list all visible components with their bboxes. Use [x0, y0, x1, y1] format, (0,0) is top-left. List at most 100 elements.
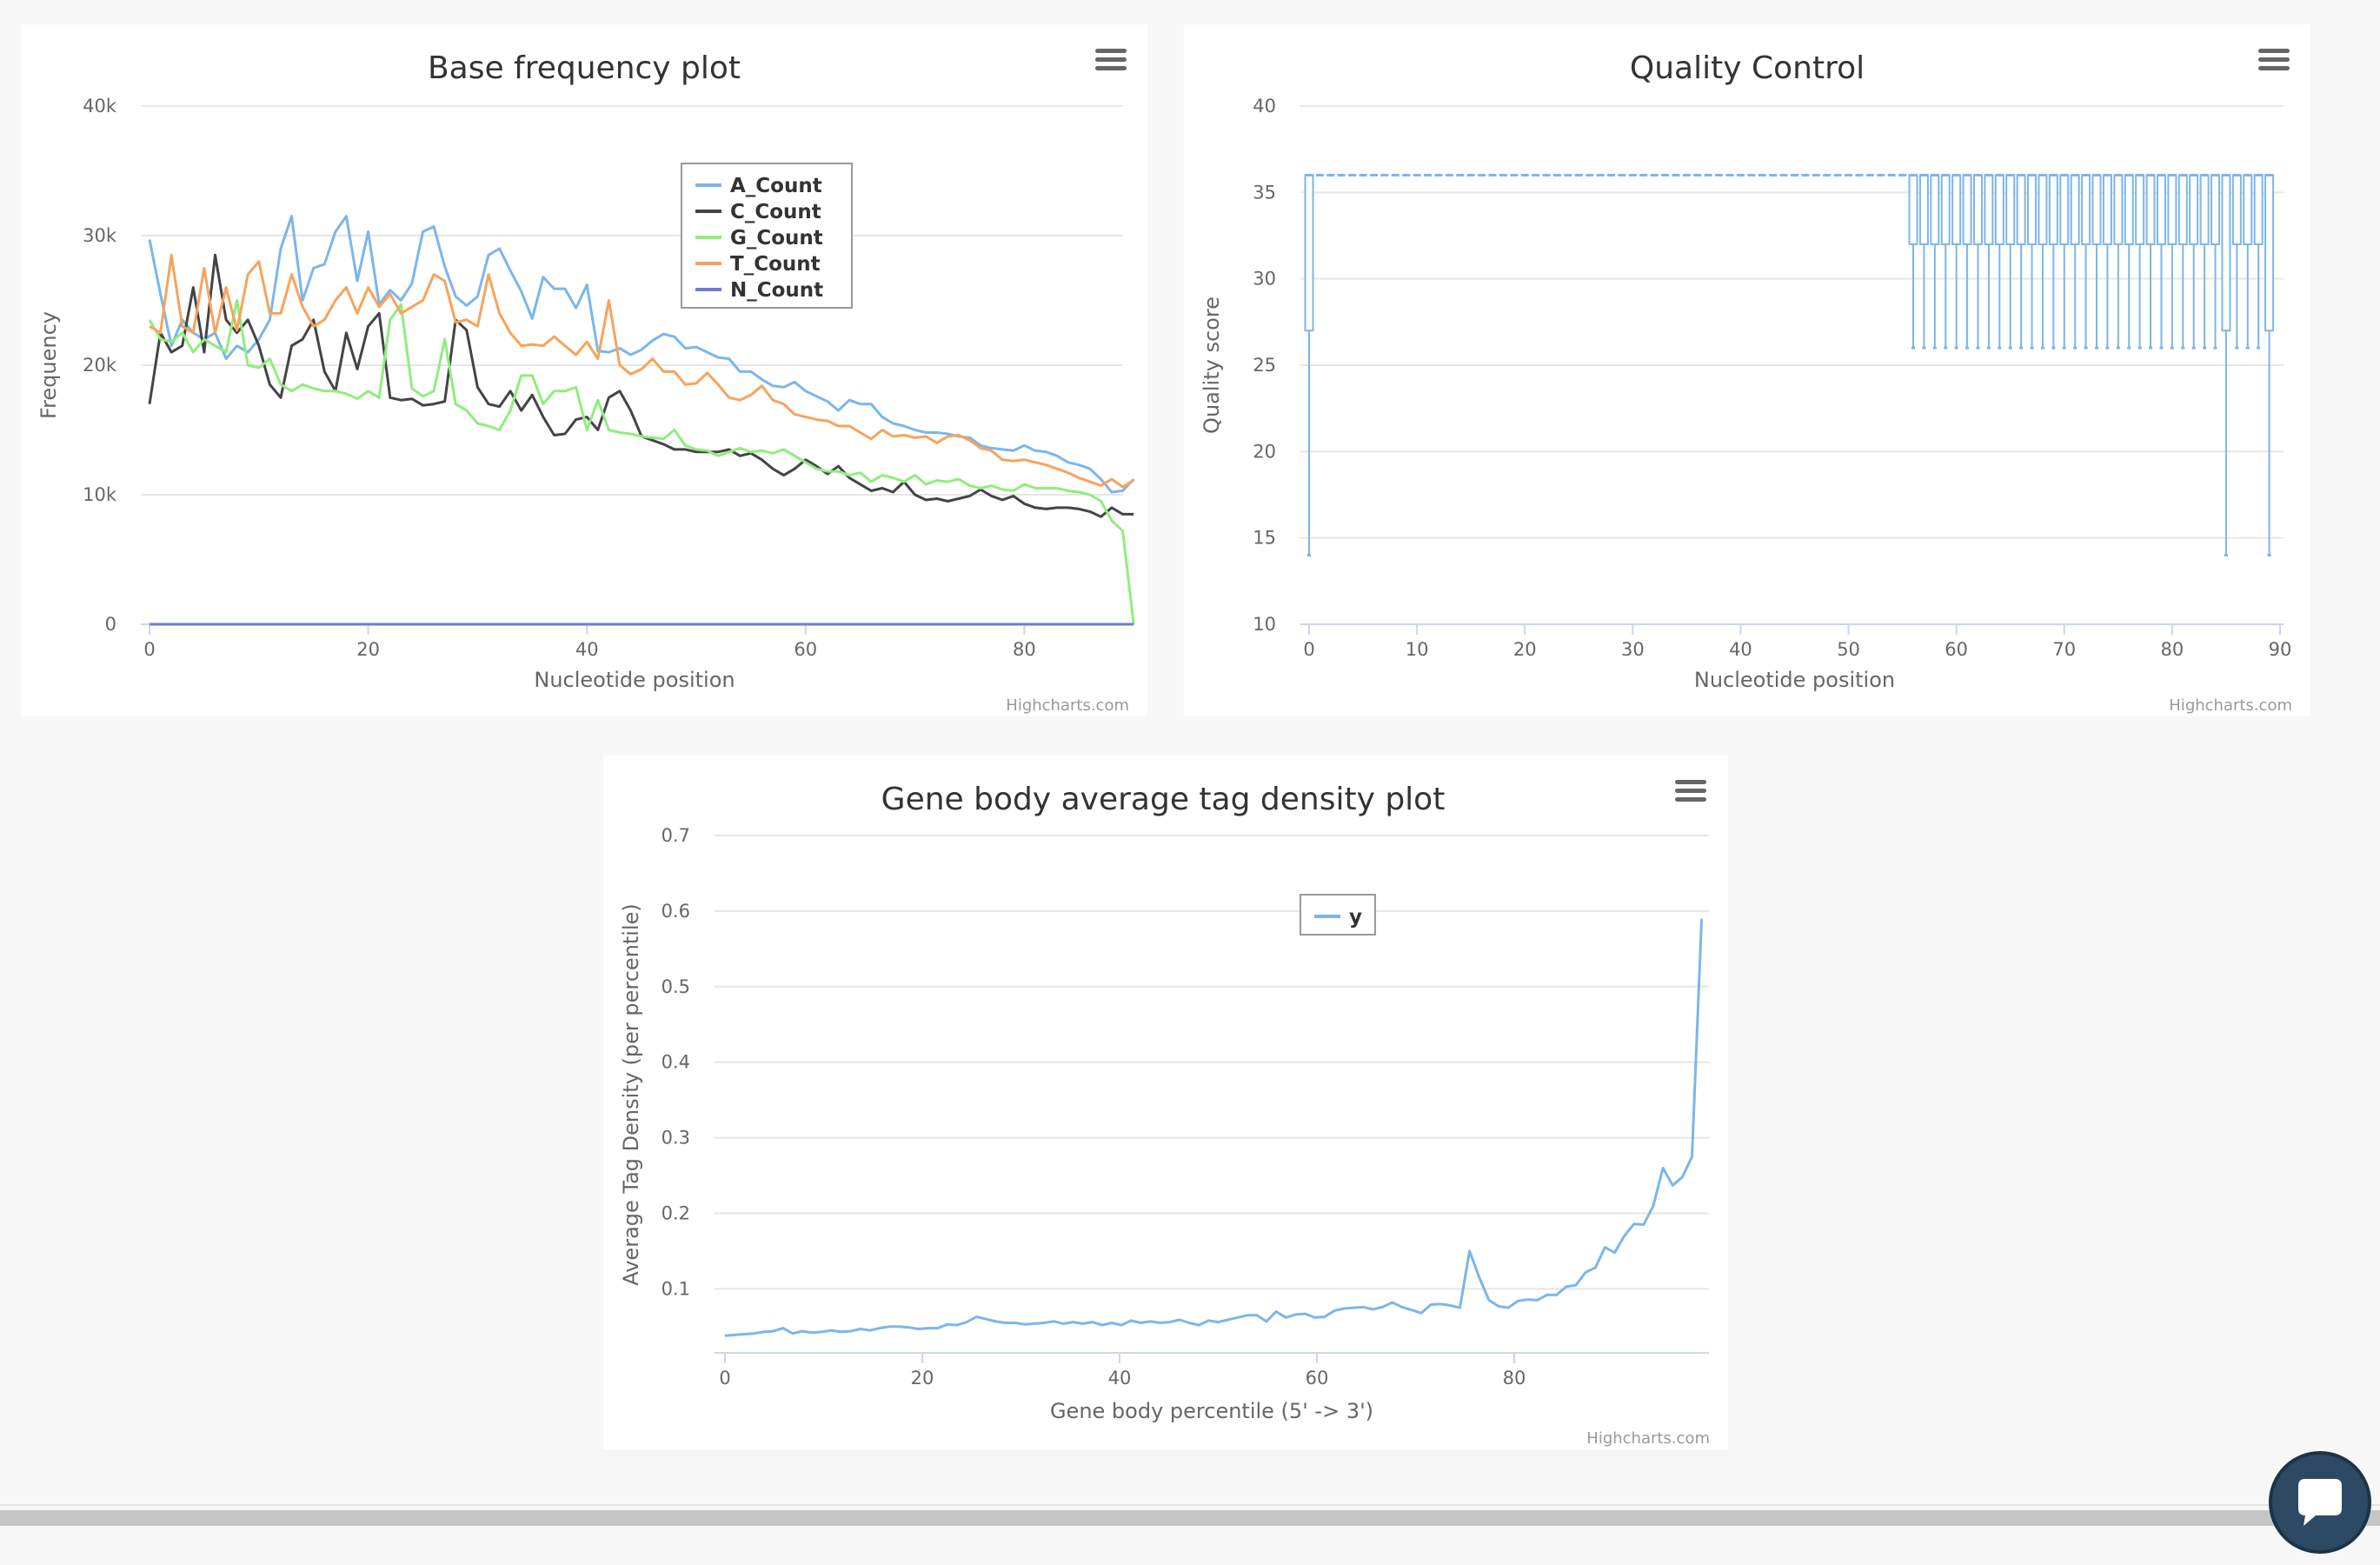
box-body: [1908, 174, 1918, 245]
legend-item-y[interactable]: y: [1314, 906, 1362, 929]
box-body: [2221, 174, 2231, 332]
x-tick-label: 0: [719, 1368, 730, 1389]
box-item: [2102, 173, 2112, 350]
x-tick-label: 40: [1108, 1368, 1132, 1389]
box-item: [2059, 173, 2070, 350]
series-line-y: [724, 918, 1704, 1337]
gene-body-density-chart: Gene body average tag density plot 0.1 0.2…: [603, 756, 1728, 1449]
chat-support-button[interactable]: [2269, 1451, 2371, 1554]
legend-item-n-count[interactable]: N_Count: [695, 279, 823, 302]
credits-label: Highcharts.com: [1586, 1429, 1710, 1448]
x-tick-label: 20: [356, 639, 380, 660]
x-tick-label: 60: [794, 639, 817, 660]
page-divider: [0, 1504, 2380, 1506]
box-body: [2167, 174, 2177, 245]
y-axis-title: Frequency: [37, 311, 61, 419]
chat-bubble-icon: [2298, 1479, 2342, 1526]
box-body: [2027, 174, 2038, 245]
box-item: [2070, 173, 2080, 350]
x-axis-title: Gene body percentile (5' -> 3'): [1050, 1399, 1373, 1423]
box-body: [2081, 174, 2091, 245]
menu-bar: [1675, 789, 1706, 793]
y-tick-label: 40k: [83, 96, 117, 117]
x-tick-label: 20: [1513, 639, 1537, 660]
box-item: [2113, 173, 2124, 350]
x-tick-label: 20: [911, 1368, 934, 1389]
box-item: [1962, 173, 1972, 350]
x-tick-label: 10: [1406, 639, 1429, 660]
credits-label: Highcharts.com: [2169, 696, 2292, 715]
legend-item-a-count[interactable]: A_Count: [695, 175, 822, 197]
legend-item-c-count[interactable]: C_Count: [695, 201, 821, 223]
box-body: [1930, 174, 1940, 245]
box-item: [2264, 173, 2275, 557]
box-body: [1304, 174, 1314, 332]
box-body: [1984, 174, 1994, 245]
y-axis-title: Average Tag Density (per percentile): [619, 903, 643, 1286]
x-tick-label: 60: [1945, 639, 1968, 660]
box-item: [2221, 173, 2231, 557]
chart-menu-icon[interactable]: [2258, 49, 2290, 70]
x-tick-label: 50: [1837, 639, 1860, 660]
menu-bar: [2258, 57, 2290, 62]
chart-menu-icon[interactable]: [1095, 49, 1127, 70]
legend-item-g-count[interactable]: G_Count: [695, 227, 823, 250]
y-tick-label: 0.6: [661, 901, 690, 922]
box-item: [2156, 173, 2166, 350]
box-body: [2264, 174, 2275, 332]
chart-legend: y: [1300, 894, 1376, 936]
menu-bar: [1095, 49, 1127, 53]
y-tick-label: 40: [1253, 96, 1276, 117]
box-item: [2177, 173, 2188, 350]
series-line-a-count: [148, 215, 1135, 494]
box-item: [2199, 173, 2210, 350]
legend-label: A_Count: [730, 175, 822, 197]
legend-item-t-count[interactable]: T_Count: [695, 253, 821, 276]
box-body: [2145, 174, 2156, 245]
box-body: [1972, 174, 1983, 245]
menu-bar: [1095, 57, 1127, 62]
box-item: [1940, 173, 1951, 350]
quality-control-chart: Quality Control 10 15 20 25 30 35 40 0 10 20 30 40 50…: [1184, 24, 2310, 716]
menu-bar: [1675, 780, 1706, 784]
legend-label: C_Count: [730, 201, 821, 223]
x-axis-title: Nucleotide position: [534, 668, 735, 692]
legend-label: T_Count: [730, 253, 821, 276]
credits-label: Highcharts.com: [1006, 696, 1129, 715]
y-tick-label: 35: [1253, 182, 1276, 203]
box-item: [2231, 173, 2242, 350]
y-axis-title: Quality score: [1200, 296, 1224, 434]
x-tick-label: 80: [1013, 639, 1036, 660]
box-item: [2124, 173, 2134, 350]
box-body: [2048, 174, 2058, 245]
box-body: [1940, 174, 1951, 245]
quality-control-svg: Quality Control 10 15 20 25 30 35 40 0 10 20 30 40 50…: [1200, 49, 2292, 715]
y-tick-label: 0: [105, 614, 116, 635]
box-item: [1994, 173, 2004, 350]
box-item: [2243, 173, 2253, 350]
menu-bar: [1095, 66, 1127, 70]
base-frequency-svg: Base frequency plot 0 10k 20k 30k 40k 0 20 40 60 8…: [37, 49, 1135, 715]
boxplot-series: [1304, 173, 2275, 557]
y-tick-label: 0.1: [661, 1278, 690, 1299]
x-tick-label: 80: [1503, 1368, 1526, 1389]
chart-title: Base frequency plot: [428, 50, 741, 86]
y-tick-label: 20: [1253, 441, 1276, 462]
x-axis-title: Nucleotide position: [1694, 668, 1895, 692]
horizontal-scrollbar[interactable]: [0, 1510, 2380, 1526]
legend-label: G_Count: [730, 227, 823, 250]
box-body: [2189, 174, 2199, 245]
y-tick-label: 25: [1253, 355, 1276, 376]
y-tick-label: 0.4: [661, 1052, 690, 1073]
box-body: [1962, 174, 1972, 245]
chart-title: Quality Control: [1630, 50, 1865, 86]
box-item: [1918, 173, 1929, 350]
box-body: [2091, 174, 2102, 245]
box-body: [2070, 174, 2080, 245]
x-tick-label: 40: [575, 639, 599, 660]
x-tick-label: 70: [2052, 639, 2076, 660]
chart-menu-icon[interactable]: [1675, 780, 1706, 802]
box-body: [2177, 174, 2188, 245]
y-tick-label: 15: [1253, 528, 1276, 549]
y-tick-label: 0.3: [661, 1128, 690, 1149]
